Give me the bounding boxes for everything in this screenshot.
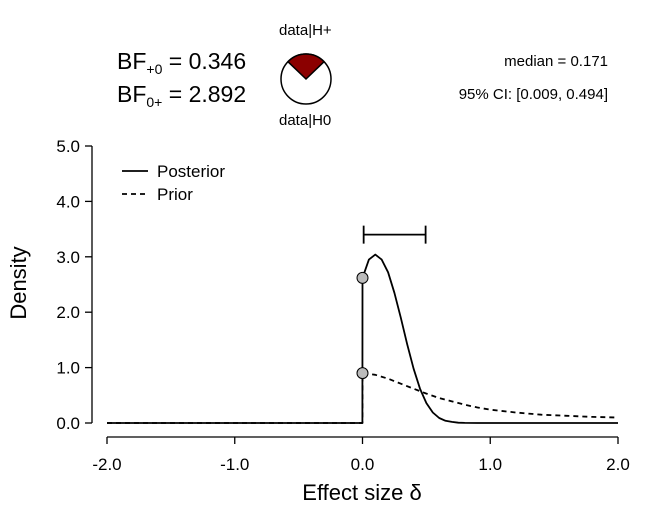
legend-label-posterior: Posterior (157, 162, 225, 181)
credible-interval-bar (362, 225, 427, 244)
bf-plus0-label: BF+0 = 0.346 (117, 48, 247, 78)
credible-interval-text: 95% CI: [0.009, 0.494] (458, 86, 608, 103)
x-tick-label: 0.0 (351, 455, 375, 474)
pie-slice-h-plus (286, 53, 326, 81)
density-point (356, 271, 369, 284)
y-tick-label: 0.0 (56, 414, 80, 433)
legend-label-prior: Prior (157, 185, 193, 204)
pie-label-h0: data|H0 (279, 112, 332, 129)
y-tick-label: 5.0 (56, 137, 80, 156)
chart-points (356, 271, 369, 380)
y-tick-label: 1.0 (56, 359, 80, 378)
y-tick-label: 2.0 (56, 303, 80, 322)
x-tick-label: 1.0 (478, 455, 502, 474)
chart-legend: Posterior Prior (122, 162, 225, 204)
x-tick-label: -2.0 (92, 455, 121, 474)
pie-label-h-plus: data|H+ (279, 22, 332, 39)
x-tick-label: -1.0 (220, 455, 249, 474)
median-text: median = 0.171 (504, 53, 608, 70)
series-line-posterior (107, 253, 618, 424)
y-tick-label: 3.0 (56, 248, 80, 267)
series-line-prior (107, 372, 619, 424)
y-axis-label: Density (6, 246, 31, 319)
probability-wheel (280, 53, 332, 105)
y-tick-label: 4.0 (56, 192, 80, 211)
density-point (356, 367, 369, 380)
x-axis-label: Effect size δ (302, 480, 421, 505)
bf-0plus-label: BF0+ = 2.892 (117, 81, 247, 111)
chart-series (107, 253, 619, 424)
x-tick-label: 2.0 (606, 455, 630, 474)
chart-axes: -2.0 -1.0 0.0 1.0 2.0 0.0 1.0 2.0 3.0 4.0 5.0 (56, 137, 629, 474)
